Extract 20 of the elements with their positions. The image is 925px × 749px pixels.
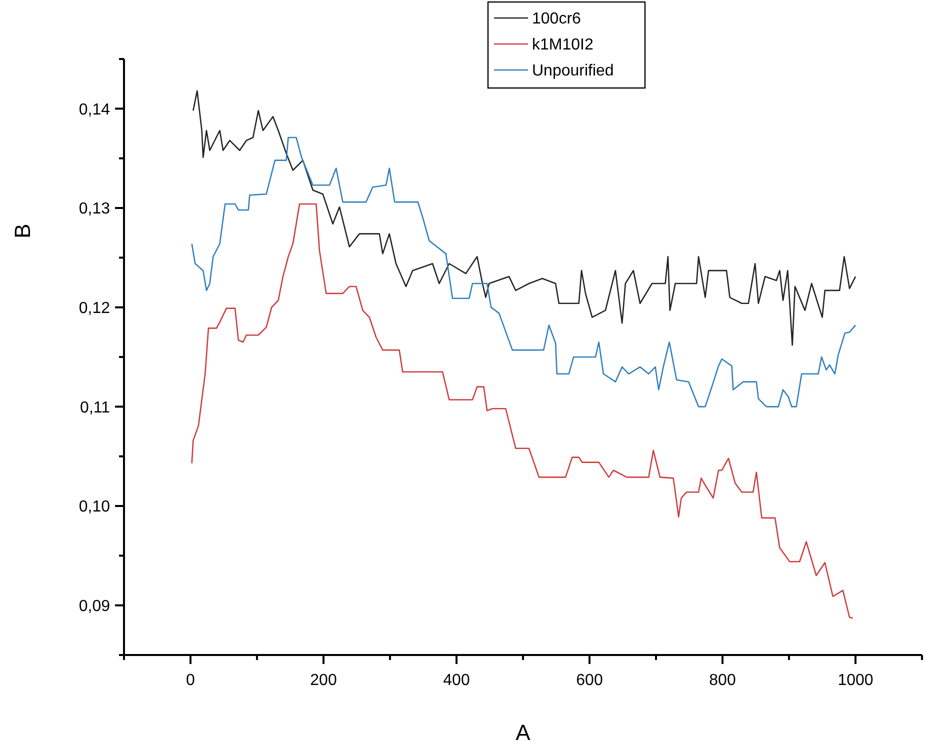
y-axis-title: B — [10, 224, 35, 238]
x-tick-label: 1000 — [838, 672, 874, 689]
x-axis-title: A — [516, 720, 531, 745]
x-tick-label: 800 — [709, 672, 736, 689]
legend-label: k1M10I2 — [532, 36, 594, 54]
legend-label: 100cr6 — [532, 10, 582, 28]
x-tick-label: 200 — [310, 672, 337, 689]
x-tick-label: 0 — [186, 672, 196, 689]
x-tick-label: 400 — [443, 672, 470, 689]
legend-label: Unpourified — [532, 62, 614, 80]
line-series — [192, 90, 856, 346]
y-tick-label: 0,10 — [78, 498, 110, 516]
line-series — [191, 136, 856, 408]
y-tick-label: 0,13 — [78, 200, 110, 218]
y-tick-label: 0,09 — [78, 598, 110, 615]
x-tick-label: 600 — [576, 672, 603, 689]
y-tick-label: 0,12 — [78, 300, 110, 317]
y-tick-label: 0,11 — [80, 399, 110, 416]
line-series — [191, 203, 854, 619]
y-tick-label: 0,14 — [78, 101, 110, 118]
